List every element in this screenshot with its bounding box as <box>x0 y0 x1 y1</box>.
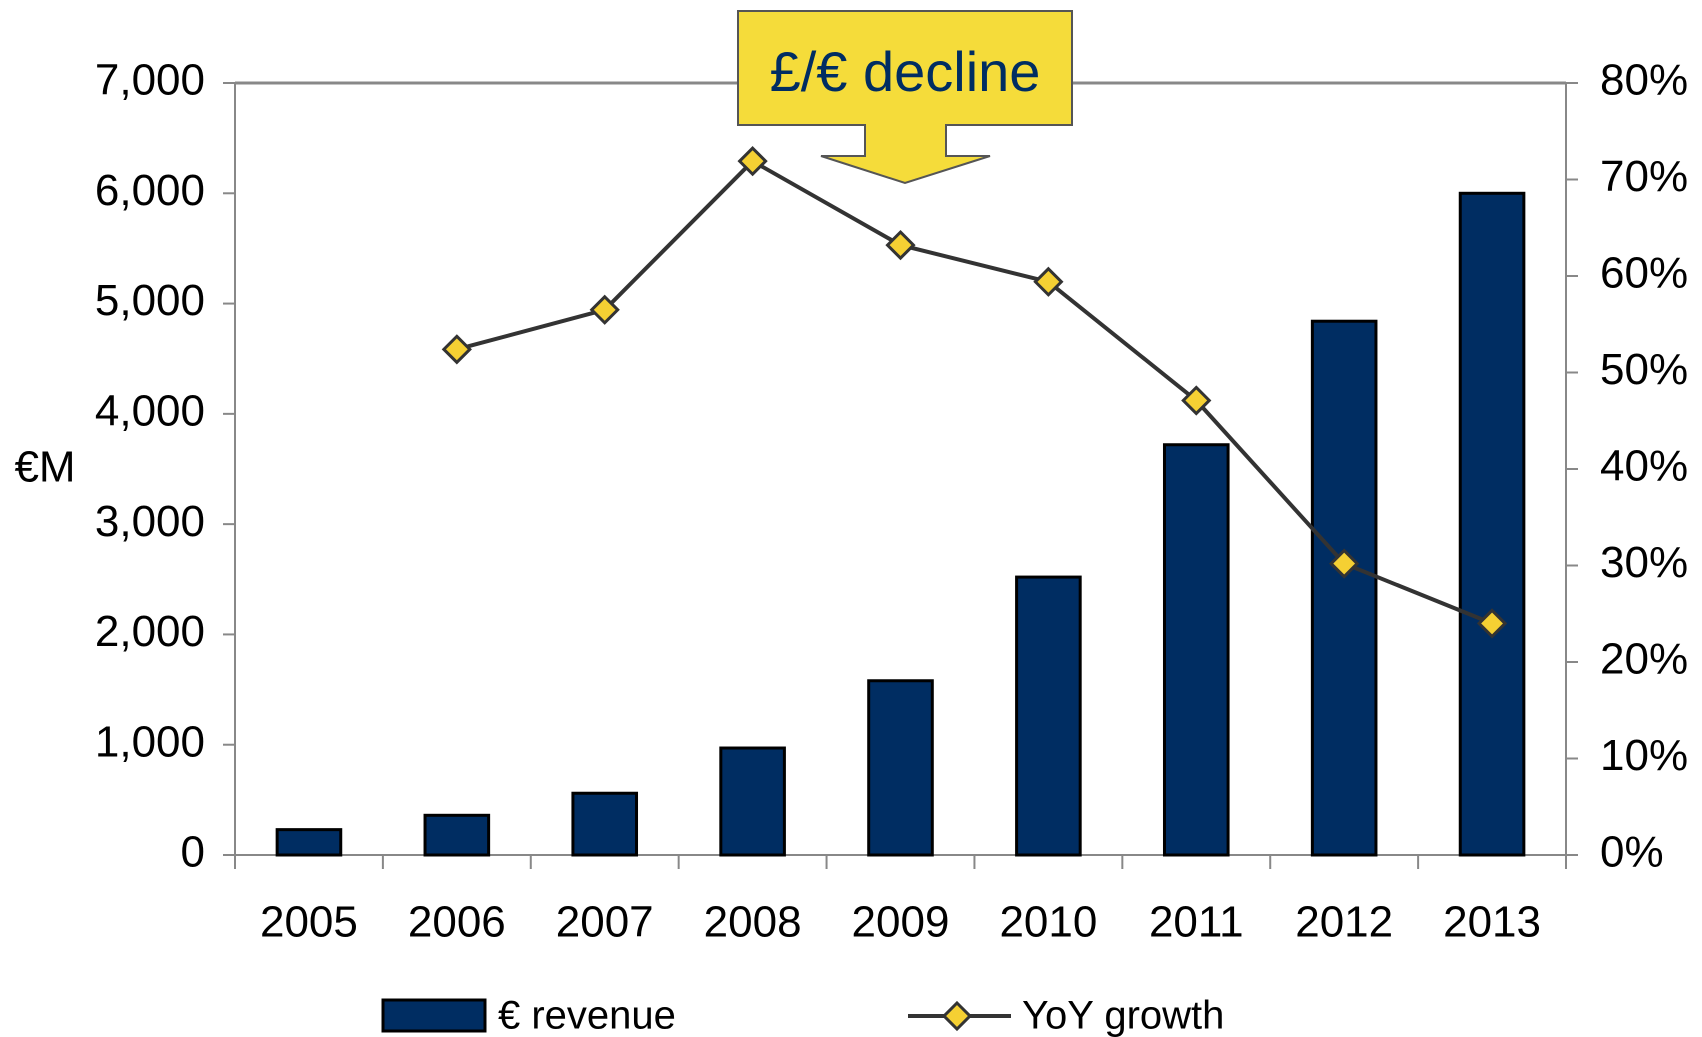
x-tick-label: 2009 <box>852 898 950 947</box>
x-tick-label: 2007 <box>556 898 654 947</box>
legend-marker <box>941 1000 973 1032</box>
y2-tick-label: 60% <box>1600 249 1688 298</box>
x-tick-label: 2011 <box>1149 898 1244 947</box>
callout-arrow <box>737 10 1073 185</box>
y2-tick-label: 50% <box>1600 345 1688 394</box>
y-tick-label: 0 <box>181 828 205 877</box>
legend-label: YoY growth <box>1022 994 1224 1037</box>
growth-marker <box>1033 266 1064 297</box>
bar <box>1015 575 1082 857</box>
y-tick-label: 3,000 <box>95 497 205 546</box>
y2-tick-label: 80% <box>1600 56 1688 105</box>
bar <box>1458 191 1526 857</box>
x-tick-label: 2008 <box>704 898 802 947</box>
growth-marker <box>737 146 768 177</box>
y2-tick-label: 0% <box>1600 828 1664 877</box>
legend-label: € revenue <box>498 994 676 1037</box>
growth-marker <box>1329 548 1360 579</box>
bar <box>423 813 491 857</box>
x-tick-label: 2005 <box>260 898 358 947</box>
growth-marker <box>885 229 916 261</box>
y2-tick-label: 70% <box>1600 152 1688 201</box>
bar <box>719 746 786 857</box>
bar <box>571 791 639 857</box>
x-tick-label: 2006 <box>408 898 506 947</box>
y-tick-label: 6,000 <box>95 166 205 215</box>
annotation: £/€ decline <box>770 40 1041 103</box>
x-tick-label: 2012 <box>1295 898 1393 947</box>
growth-marker <box>1476 608 1508 639</box>
y2-tick-label: 40% <box>1600 442 1688 491</box>
y-tick-label: 4,000 <box>95 386 205 435</box>
y-tick-label: 2,000 <box>95 607 205 656</box>
growth-marker <box>441 334 472 365</box>
x-tick-label: 2013 <box>1443 898 1541 947</box>
bar <box>867 679 934 857</box>
y-tick-label: 5,000 <box>95 276 205 325</box>
y2-tick-label: 30% <box>1600 538 1688 587</box>
growth-marker <box>589 294 620 325</box>
bar <box>1162 443 1230 857</box>
growth-marker <box>1181 385 1212 416</box>
y2-tick-label: 20% <box>1600 635 1688 684</box>
growth-line <box>456 158 1493 626</box>
legend-swatch <box>381 998 487 1033</box>
y-tick-label: 1,000 <box>95 717 205 766</box>
y2-tick-label: 10% <box>1600 731 1688 780</box>
x-tick-label: 2010 <box>999 898 1097 947</box>
bar <box>275 828 343 857</box>
bar <box>1310 319 1378 857</box>
y-tick-label: 7,000 <box>95 56 205 105</box>
y-axis-label: €M <box>14 443 75 492</box>
